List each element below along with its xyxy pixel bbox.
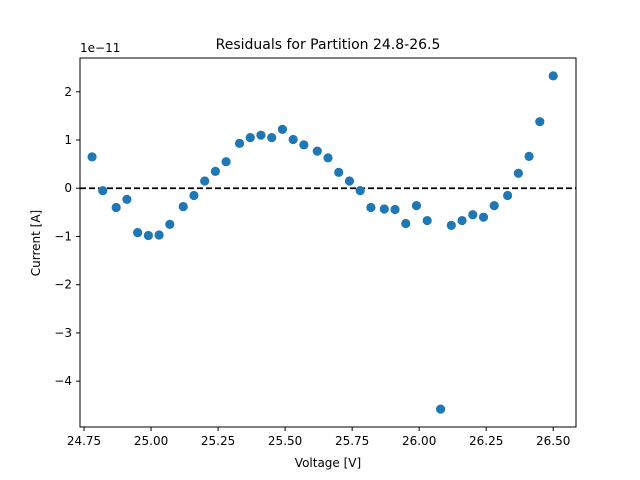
data-point [355,186,365,196]
y-tick-label: 2 [64,85,72,99]
y-tick-label: −3 [54,326,72,340]
data-point [234,138,245,148]
y-tick-label: −2 [54,278,72,292]
data-point [200,176,210,186]
data-point [98,186,108,196]
data-point [210,166,220,176]
data-point [288,134,298,145]
data-point [411,201,422,211]
data-point [277,124,288,134]
data-point [334,167,344,177]
data-point [133,228,143,238]
data-point [478,212,489,222]
y-tick-label: −4 [54,374,72,388]
data-point [548,71,558,81]
data-point [221,157,231,167]
data-point [323,153,333,163]
data-point [489,201,499,211]
plot-area: 24.75 25.00 25.25 25.50 25.75 26.00 26.25 26.50… [54,57,577,448]
data-point [245,132,255,143]
data-point [457,215,467,226]
data-point [344,176,355,186]
data-point [390,204,400,215]
data-point [189,190,199,201]
data-point [401,218,411,229]
x-tick-label: 26.50 [536,434,570,448]
data-point [122,194,132,204]
x-tick-label: 25.75 [335,434,369,448]
data-point [468,210,478,220]
data-point [87,152,97,162]
data-point [143,230,153,241]
x-tick-label: 24.75 [67,434,101,448]
data-point [524,151,534,161]
y-tick-label: 1 [64,133,72,147]
data-point [299,140,309,150]
y-offset-label: 1e−11 [80,41,120,55]
y-axis-label: Current [A] [29,210,43,276]
data-point [366,202,376,213]
axes-frame [79,57,577,428]
data-point [513,168,523,178]
x-tick-label: 25.50 [268,434,302,448]
x-tick-label: 26.00 [402,434,436,448]
data-point [256,130,266,140]
x-tick-label: 25.25 [201,434,235,448]
data-point [503,190,513,201]
x-axis-label: Voltage [V] [295,456,361,470]
data-point [379,204,389,214]
y-tick-label: 0 [64,181,72,195]
data-point [178,201,188,212]
data-point [312,146,322,156]
data-point [154,230,164,240]
data-point [535,117,545,127]
x-tick-label: 26.25 [469,434,503,448]
data-point [422,215,432,226]
data-point [436,404,446,414]
x-tick-label: 25.00 [134,434,168,448]
data-point [446,220,456,230]
chart-title: Residuals for Partition 24.8-26.5 [216,37,441,53]
y-tick-label: −1 [54,229,72,243]
data-point [165,219,175,230]
data-point [267,132,277,143]
data-point [111,202,121,213]
